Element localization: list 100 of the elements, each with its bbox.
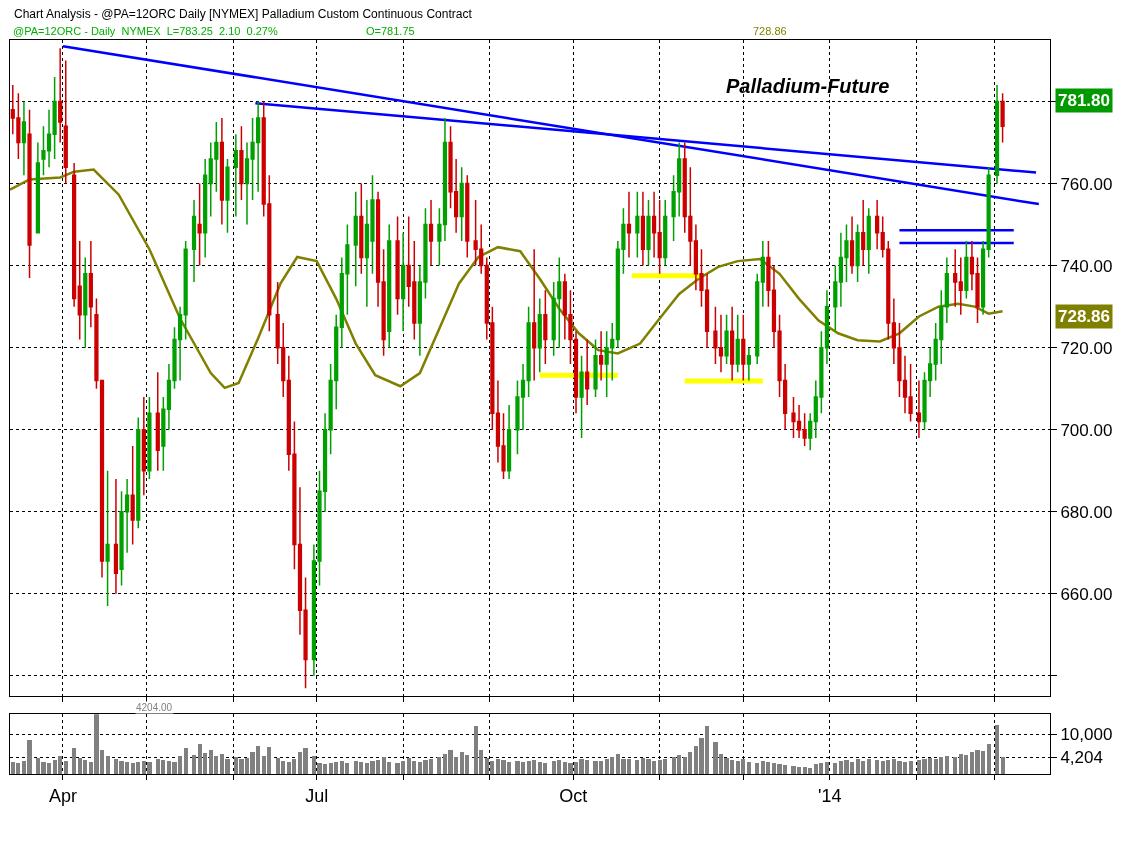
- candlestick: [72, 162, 77, 308]
- candlestick: [746, 346, 751, 382]
- candlestick: [105, 469, 110, 607]
- candlestick: [233, 133, 238, 218]
- candlestick: [359, 182, 364, 275]
- candlestick: [506, 404, 512, 480]
- bar: [106, 756, 110, 775]
- candlestick: [964, 240, 969, 300]
- candlestick: [735, 314, 740, 374]
- candlestick: [136, 416, 141, 529]
- line-series: [10, 168, 1004, 390]
- bar: [755, 763, 759, 775]
- x-tick-label: Jul: [305, 785, 329, 806]
- candlestick: [626, 191, 632, 259]
- candlestick: [428, 199, 434, 267]
- y-tick-label: 700.00: [1060, 420, 1113, 440]
- bar: [987, 744, 991, 775]
- text: O=781.75: [366, 25, 415, 37]
- candlestick: [980, 240, 986, 316]
- bar: [747, 762, 751, 775]
- bar: [909, 761, 913, 775]
- candlestick: [183, 240, 188, 341]
- bar: [953, 757, 957, 775]
- text: Palladium-Future: [726, 75, 890, 97]
- candlestick: [375, 191, 381, 308]
- candlestick: [465, 174, 470, 259]
- candlestick: [219, 117, 225, 226]
- candlestick: [958, 256, 963, 316]
- bar: [1001, 757, 1005, 775]
- y-tick-label: 680.00: [1060, 502, 1113, 522]
- y-tick-label: 760.00: [1060, 174, 1113, 194]
- candlestick: [916, 379, 922, 439]
- candlestick: [63, 59, 68, 185]
- candlestick: [635, 191, 640, 259]
- candlestick: [88, 240, 93, 328]
- x-tick-label: Apr: [48, 785, 77, 806]
- chart-subtitle: Chart Analysis - @PA=12ORC Daily [NYMEX] Palladium Custom Continuous Contract: [14, 7, 473, 21]
- candlestick: [994, 84, 1000, 185]
- candlestick: [802, 412, 807, 447]
- candlestick: [833, 264, 838, 332]
- bar: [867, 759, 871, 775]
- candlestick: [239, 125, 244, 201]
- bar: [635, 760, 639, 775]
- candlestick: [855, 223, 860, 283]
- candlestick: [760, 240, 765, 308]
- candlestick: [459, 166, 464, 242]
- candlestick: [824, 289, 830, 365]
- candlestick: [849, 215, 855, 275]
- candlestick: [381, 248, 386, 357]
- bar: [833, 763, 837, 775]
- candlestick: [161, 396, 166, 472]
- candlestick: [52, 76, 57, 160]
- text: 781.80: [1058, 91, 1110, 110]
- candlestick: [579, 355, 584, 439]
- bar: [995, 725, 999, 775]
- candlestick: [593, 338, 598, 398]
- candlestick: [532, 248, 537, 382]
- candlestick: [155, 371, 160, 472]
- text: 728.86: [1058, 307, 1110, 326]
- y-tick-label: 10,000: [1060, 725, 1113, 745]
- candlestick: [191, 199, 197, 283]
- bar: [72, 748, 76, 775]
- candlestick: [730, 305, 735, 382]
- candlestick: [741, 314, 746, 382]
- candlestick: [35, 141, 40, 234]
- x-tick-label: Oct: [559, 785, 588, 806]
- bar: [437, 757, 441, 775]
- y-tick-label: 660.00: [1060, 584, 1113, 604]
- bar: [184, 748, 188, 775]
- candlestick: [130, 445, 135, 546]
- text: @PA=12ORC - Daily NYMEX L=783.25 2.10 0.27%: [13, 25, 278, 37]
- candlestick: [875, 199, 880, 250]
- text: 728.86: [753, 25, 787, 37]
- candlestick: [147, 396, 152, 480]
- candlestick: [808, 412, 813, 451]
- candlestick: [861, 199, 866, 267]
- bar: [192, 755, 196, 775]
- candlestick: [21, 100, 27, 177]
- candlestick: [657, 199, 662, 275]
- candlestick: [866, 207, 871, 275]
- bar: [825, 762, 829, 775]
- candlestick: [651, 191, 657, 259]
- candlestick: [598, 330, 604, 382]
- candlestick: [197, 182, 202, 267]
- candlestick: [640, 191, 646, 267]
- candlestick: [986, 166, 991, 259]
- candlestick: [27, 108, 32, 279]
- candlestick: [395, 215, 400, 316]
- candlestick: [77, 240, 82, 341]
- y-tick-label: 4,204: [1060, 748, 1103, 768]
- candlestick: [225, 158, 230, 234]
- candlestick: [944, 256, 949, 324]
- candlestick: [646, 199, 651, 267]
- bar: [945, 756, 949, 775]
- candlestick: [401, 232, 406, 332]
- bar: [64, 761, 68, 775]
- candlestick: [953, 248, 958, 308]
- candlestick: [663, 199, 668, 267]
- candlestick: [353, 191, 358, 287]
- text: 4204.00: [136, 702, 173, 713]
